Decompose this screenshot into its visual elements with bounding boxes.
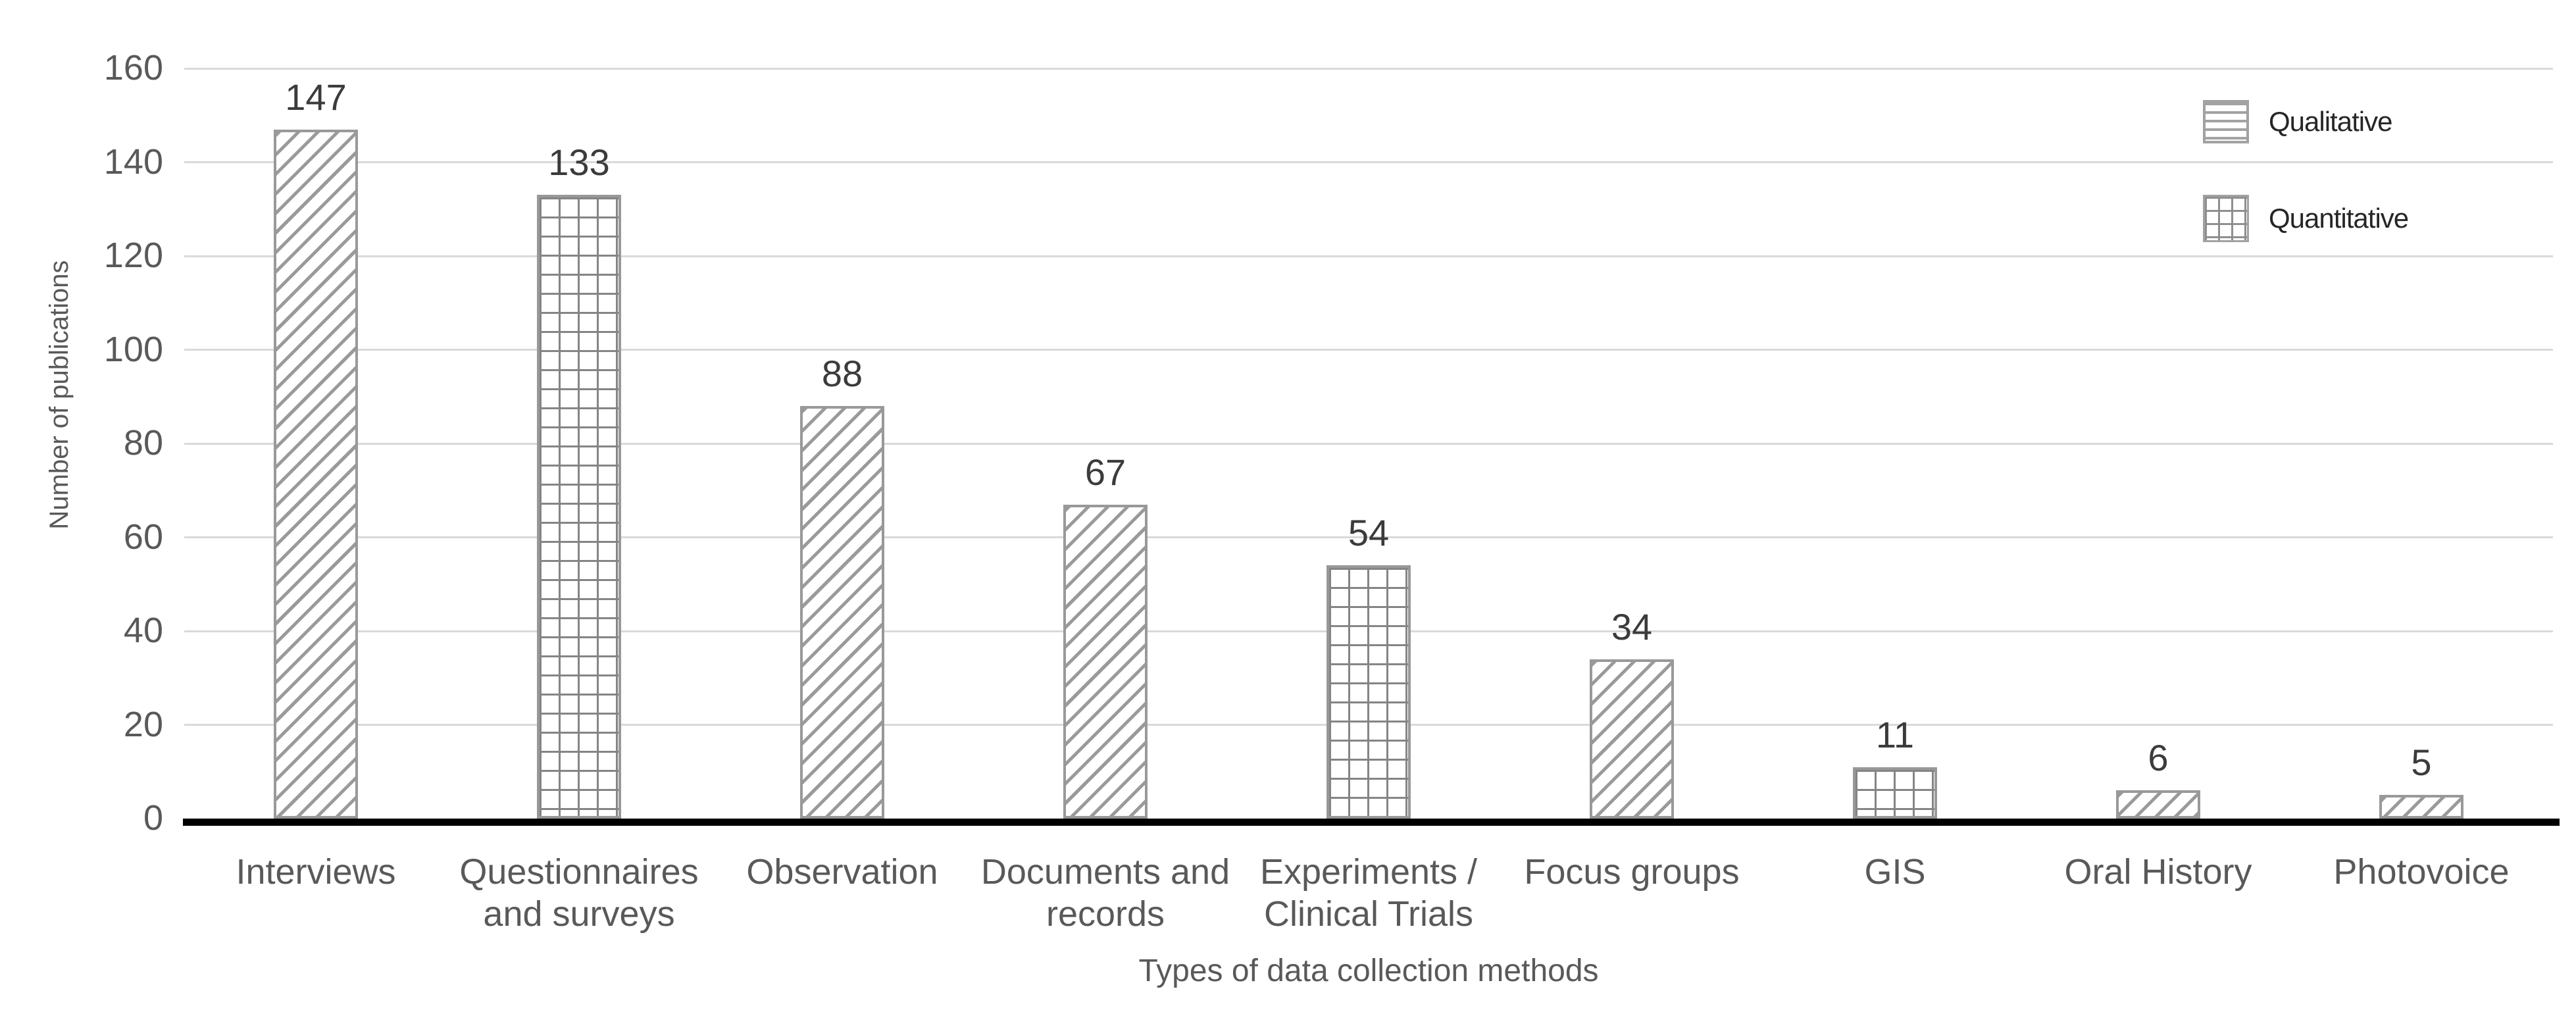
bar-data-label: 133 [548,141,610,183]
bar-data-label: 147 [285,76,347,118]
y-tick-label: 40 [123,611,163,650]
legend-item-quantitative: Quantitative [2203,195,2409,242]
x-axis-line [183,819,2560,826]
bar [1326,565,1411,819]
bar [537,195,621,819]
bar [2379,795,2463,819]
category-label-line: Questionnaires [459,852,699,892]
category-label: GIS [1754,851,2036,893]
bar [800,406,884,819]
gridline [184,161,2553,163]
category-label-line: Clinical Trials [1263,894,1474,934]
y-tick-label: 20 [123,704,163,744]
category-label-line: records [1046,894,1165,934]
y-tick-label: 120 [103,236,163,275]
bar-data-label: 6 [2148,737,2169,778]
gridline [184,349,2553,351]
y-tick-label: 100 [103,329,163,369]
category-label: Documents and records [964,851,1247,935]
category-label-line: Observation [746,852,938,892]
y-tick-label: 140 [103,141,163,182]
bar [2116,790,2200,819]
y-tick-label: 0 [143,798,163,838]
gridline [184,536,2553,538]
category-label: Experiments / Clinical Trials [1227,851,1510,935]
bar-data-label: 67 [1084,451,1126,493]
bar-data-label: 11 [1875,714,1915,755]
bar-data-label: 5 [2411,742,2432,783]
category-label: Photovoice [2280,851,2563,893]
category-label: Questionnaires and surveys [438,851,720,935]
category-label-line: Focus groups [1524,852,1740,892]
category-label: Focus groups [1490,851,1773,893]
bar-data-label: 34 [1611,606,1653,647]
y-tick-label: 160 [103,48,163,88]
category-label-line: and surveys [483,894,675,934]
category-label-line: Photovoice [2333,852,2510,892]
category-label-line: Interviews [236,852,396,892]
bar-data-label: 54 [1348,512,1390,553]
legend-item-qualitative: Qualitative [2203,100,2392,143]
bar [274,130,358,819]
category-label-line: GIS [1864,852,1926,892]
bar [1590,659,1674,819]
category-label: Oral History [2017,851,2300,893]
bar [1853,767,1937,819]
y-tick-label: 60 [123,517,163,557]
category-label-line: Oral History [2064,852,2252,892]
legend-label-quantitative: Quantitative [2269,203,2409,234]
gridline [184,255,2553,257]
category-label-line: Documents and [980,852,1230,892]
y-tick-label: 80 [123,423,163,463]
category-label-line: Experiments / [1259,852,1478,892]
legend-label-qualitative: Qualitative [2269,106,2392,137]
gridline [184,67,2553,70]
y-axis-title: Number of publications [45,260,74,530]
bar-data-label: 88 [821,353,863,394]
category-label: Observation [701,851,984,893]
category-label: Interviews [174,851,457,893]
gridline [184,442,2553,445]
qualitative-pattern-swatch-icon [2203,100,2249,143]
x-axis-title: Types of data collection methods [1138,953,1599,988]
bar [1063,505,1148,819]
quantitative-pattern-swatch-icon [2203,195,2249,242]
